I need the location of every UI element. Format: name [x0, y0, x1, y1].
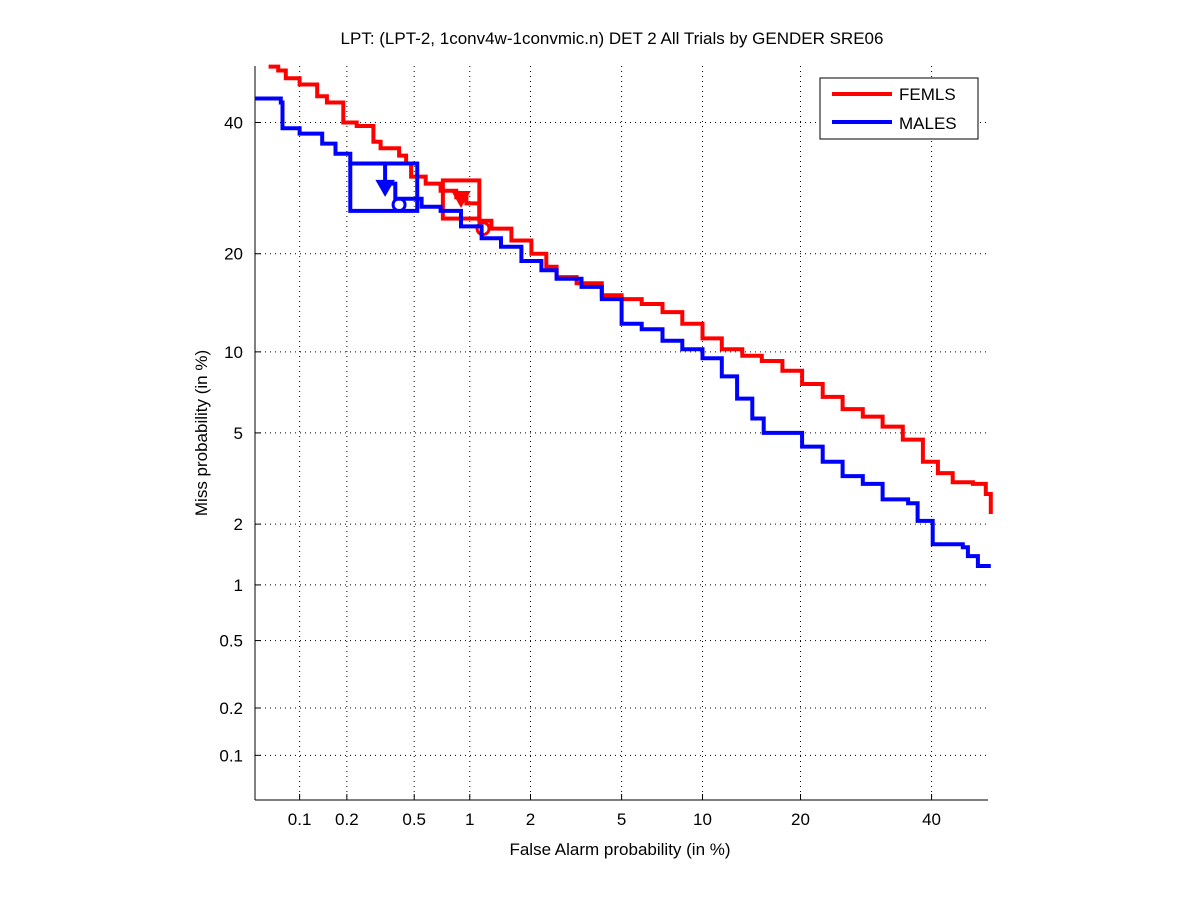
y-axis-label: Miss probability (in %): [192, 350, 211, 516]
actual-dcf-marker-males: [375, 179, 395, 197]
x-tick-label: 0.5: [402, 810, 426, 829]
min-dcf-marker-males: [391, 197, 407, 213]
legend-box: [819, 77, 979, 140]
y-tick-label: 0.5: [219, 632, 243, 651]
y-tick-label: 5: [234, 424, 243, 443]
x-tick-label: 5: [617, 810, 626, 829]
y-tick-label: 20: [224, 245, 243, 264]
chart-title: LPT: (LPT-2, 1conv4w-1convmic.n) DET 2 A…: [341, 29, 884, 48]
axes: [254, 66, 988, 801]
confidence-box-males: [348, 161, 420, 213]
x-tick-label: 2: [526, 810, 535, 829]
x-tick-label: 10: [693, 810, 712, 829]
x-tick-label: 20: [791, 810, 810, 829]
x-tick-labels: 0.1 0.2 0.5 1 2 5 10 20 40: [288, 810, 941, 829]
grid: [255, 66, 988, 800]
x-axis-label: False Alarm probability (in %): [509, 840, 730, 859]
y-tick-label: 1: [234, 576, 243, 595]
x-tick-label: 0.2: [335, 810, 359, 829]
y-tick-label: 10: [224, 343, 243, 362]
series-group: [255, 64, 993, 568]
y-tick-label: 0.2: [219, 699, 243, 718]
legend-label-males: MALES: [899, 114, 957, 133]
det-curve-males: [255, 96, 991, 568]
legend-label-femls: FEMLS: [899, 85, 956, 104]
y-tick-label: 40: [224, 114, 243, 133]
x-tick-label: 40: [922, 810, 941, 829]
x-tick-label: 1: [465, 810, 474, 829]
y-tick-labels: 0.1 0.2 0.5 1 2 5 10 20 40: [219, 114, 243, 766]
actual-dcf-marker-femls: [451, 191, 471, 209]
x-tick-label: 0.1: [288, 810, 312, 829]
legend: FEMLS MALES: [819, 77, 979, 140]
y-tick-label: 0.1: [219, 746, 243, 765]
y-tick-label: 2: [234, 515, 243, 534]
